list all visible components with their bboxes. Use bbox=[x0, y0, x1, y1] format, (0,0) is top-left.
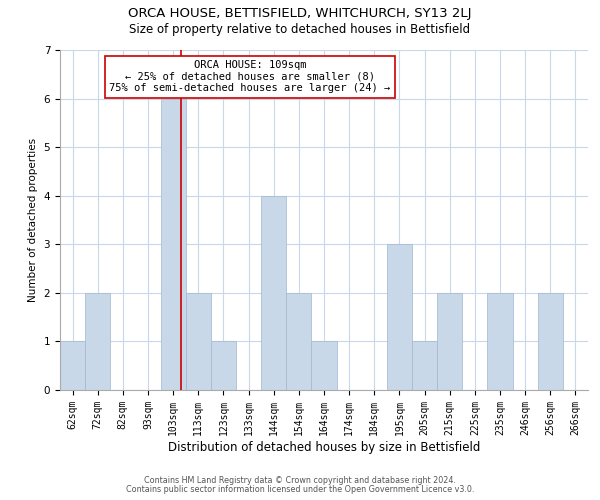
X-axis label: Distribution of detached houses by size in Bettisfield: Distribution of detached houses by size … bbox=[168, 440, 480, 454]
Bar bbox=[538, 293, 563, 390]
Bar bbox=[60, 342, 85, 390]
Text: Contains public sector information licensed under the Open Government Licence v3: Contains public sector information licen… bbox=[126, 485, 474, 494]
Bar bbox=[487, 293, 512, 390]
Text: ORCA HOUSE, BETTISFIELD, WHITCHURCH, SY13 2LJ: ORCA HOUSE, BETTISFIELD, WHITCHURCH, SY1… bbox=[128, 8, 472, 20]
Bar bbox=[387, 244, 412, 390]
Bar bbox=[261, 196, 286, 390]
Bar bbox=[211, 342, 236, 390]
Text: Size of property relative to detached houses in Bettisfield: Size of property relative to detached ho… bbox=[130, 22, 470, 36]
Y-axis label: Number of detached properties: Number of detached properties bbox=[28, 138, 38, 302]
Bar bbox=[437, 293, 462, 390]
Bar bbox=[311, 342, 337, 390]
Bar bbox=[186, 293, 211, 390]
Bar bbox=[412, 342, 437, 390]
Bar bbox=[85, 293, 110, 390]
Bar bbox=[161, 98, 186, 390]
Text: ORCA HOUSE: 109sqm
← 25% of detached houses are smaller (8)
75% of semi-detached: ORCA HOUSE: 109sqm ← 25% of detached hou… bbox=[109, 60, 391, 94]
Text: Contains HM Land Registry data © Crown copyright and database right 2024.: Contains HM Land Registry data © Crown c… bbox=[144, 476, 456, 485]
Bar bbox=[286, 293, 311, 390]
